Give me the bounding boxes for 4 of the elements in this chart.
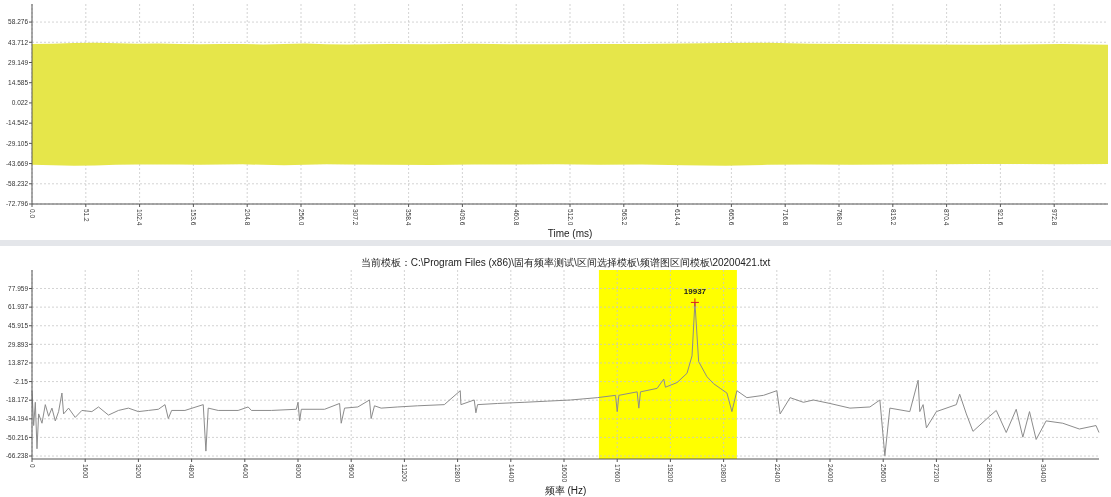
chart-title: 当前模板：C:\Program Files (x86)\固有频率测试\区间选择模板\频谱图区间模板\20200421.txt — [360, 257, 771, 268]
annotation: 19937 — [683, 287, 707, 297]
x-axis-title: 频率 (Hz) — [544, 485, 587, 496]
x-axis-title: Time (ms) — [547, 228, 593, 239]
